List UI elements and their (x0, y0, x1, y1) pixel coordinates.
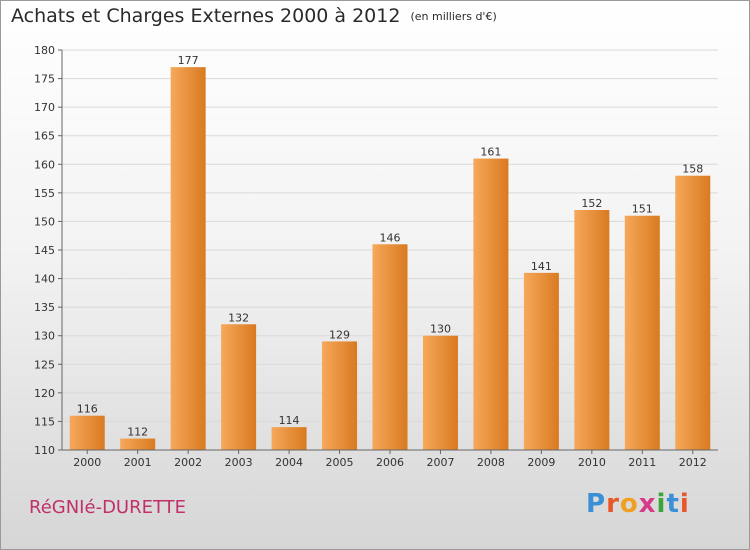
logo-letter: i (656, 489, 667, 519)
x-tick-label: 2009 (527, 456, 555, 469)
y-tick-label: 150 (34, 215, 55, 228)
logo-letter: r (606, 489, 620, 519)
x-tick-label: 2001 (124, 456, 152, 469)
y-tick-label: 145 (34, 244, 55, 257)
value-label: 116 (77, 403, 98, 416)
logo-letter: t (666, 489, 680, 519)
y-tick-label: 180 (34, 44, 55, 57)
bar (120, 438, 156, 450)
value-label: 158 (682, 163, 703, 176)
value-label: 152 (581, 197, 602, 210)
value-label: 177 (178, 54, 199, 67)
y-tick-label: 155 (34, 187, 55, 200)
bar (574, 210, 610, 450)
bar (221, 324, 257, 450)
x-tick-label: 2010 (578, 456, 606, 469)
x-tick-label: 2003 (225, 456, 253, 469)
logo-letter: i (679, 489, 690, 519)
y-tick-label: 135 (34, 301, 55, 314)
y-tick-label: 170 (34, 101, 55, 114)
x-tick-label: 2008 (477, 456, 505, 469)
bar (422, 335, 458, 450)
x-tick-label: 2004 (275, 456, 303, 469)
value-label: 132 (228, 311, 249, 324)
commune-name: RéGNIé-DURETTE (29, 497, 187, 518)
bar (624, 215, 660, 450)
bar (322, 341, 358, 450)
x-tick-label: 2012 (679, 456, 707, 469)
y-tick-label: 130 (34, 330, 55, 343)
y-tick-label: 140 (34, 273, 55, 286)
value-label: 114 (279, 414, 300, 427)
bar (69, 415, 105, 450)
value-label: 146 (380, 231, 401, 244)
x-tick-label: 2002 (174, 456, 202, 469)
x-tick-label: 2000 (73, 456, 101, 469)
logo-letter: x (638, 489, 657, 519)
x-tick-label: 2006 (376, 456, 404, 469)
y-tick-label: 120 (34, 387, 55, 400)
bar (523, 272, 559, 450)
logo-letter: P (586, 489, 607, 519)
chart-unit-note: (en milliers d'€) (410, 10, 497, 23)
logo-letter: o (619, 489, 639, 519)
bar (473, 158, 509, 451)
value-label: 112 (127, 426, 148, 439)
bar (170, 67, 206, 451)
value-label: 151 (632, 203, 653, 216)
y-tick-label: 125 (34, 358, 55, 371)
value-label: 130 (430, 323, 451, 336)
value-label: 161 (480, 146, 501, 159)
proxiti-logo: Proxiti (586, 489, 690, 519)
x-tick-label: 2005 (326, 456, 354, 469)
chart-title-text: Achats et Charges Externes 2000 à 2012 (11, 5, 401, 27)
value-label: 141 (531, 260, 552, 273)
x-tick-label: 2011 (628, 456, 656, 469)
x-tick-label: 2007 (426, 456, 454, 469)
bar (372, 244, 408, 450)
value-label: 129 (329, 328, 350, 341)
y-tick-label: 175 (34, 73, 55, 86)
y-tick-label: 165 (34, 130, 55, 143)
chart-title: Achats et Charges Externes 2000 à 2012 (e… (11, 5, 497, 27)
bar (271, 427, 307, 450)
y-tick-label: 110 (34, 444, 55, 457)
y-tick-label: 115 (34, 415, 55, 428)
y-tick-label: 160 (34, 158, 55, 171)
bar (675, 175, 711, 450)
